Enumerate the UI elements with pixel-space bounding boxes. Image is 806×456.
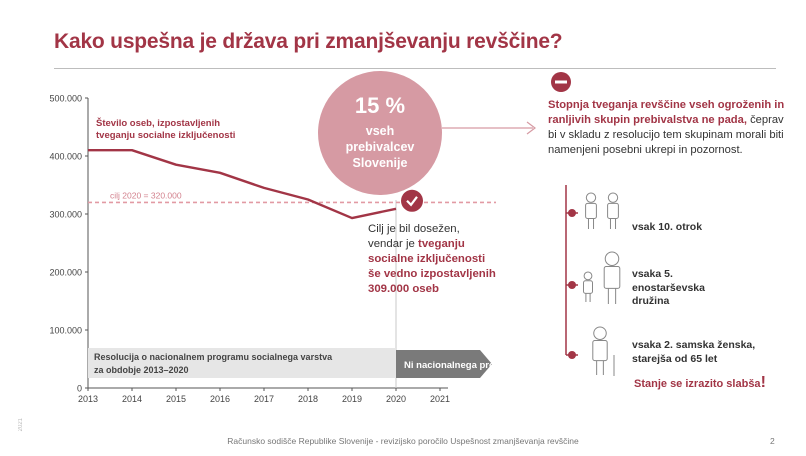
group-2-line-1: vsaka 2. samska ženska, (632, 339, 756, 351)
person-body (607, 202, 619, 219)
person-head (593, 326, 607, 340)
note-strong-1: tveganju (418, 238, 465, 250)
bubble-line: prebivalcev (346, 140, 415, 154)
no-programme-bar-label: Ni nacionalnega programa! (404, 360, 526, 371)
bubble-line: vseh (366, 124, 395, 138)
decorations (442, 72, 621, 376)
title-divider (54, 68, 776, 69)
y-tick-label: 300.000 (49, 210, 82, 220)
single-parent-icon-child (583, 271, 593, 302)
programme-bar-label-1: Resolucija o nacionalnem programu social… (94, 352, 333, 362)
group-1-line-3: družina (632, 295, 670, 307)
group-1-line-1: vsaka 5. (632, 268, 673, 280)
note-strong-3: še vedno izpostavljenih (368, 268, 496, 280)
share-bubble (318, 71, 442, 195)
bracket-dot (568, 281, 576, 289)
description-strong: Stopnja tveganja revščine vseh ogroženih… (548, 99, 785, 126)
person-body (583, 280, 593, 294)
group-label-single-parent: vsaka 5. enostarševska družina (632, 268, 705, 309)
worsening-text: Stanje se izrazito slabša (634, 378, 761, 390)
page-number: 2 (770, 436, 775, 446)
x-tick-label: 2014 (122, 394, 142, 404)
group-1-line-2: enostarševska (632, 281, 705, 294)
note-strong-4: 309.000 oseb (368, 283, 439, 295)
y-tick-label: 500.000 (49, 94, 82, 104)
bubble-value: 15 % (355, 93, 405, 118)
x-tick-label: 2020 (386, 394, 406, 404)
y-tick-label: 400.000 (49, 152, 82, 162)
series-label-1: Število oseb, izpostavljenih (96, 117, 220, 129)
note-line-1: Cilj je bil dosežen, (368, 223, 460, 235)
person-body (592, 339, 608, 362)
side-mark: 2021 (18, 418, 24, 432)
children-icon-child-1 (585, 192, 597, 229)
group-2-line-2: starejša od 65 let (632, 352, 718, 365)
person-head (583, 271, 593, 281)
x-tick-label: 2013 (78, 394, 98, 404)
group-label-elderly-woman: vsaka 2. samska ženska, starejša od 65 l… (632, 339, 755, 366)
y-tick-label: 200.000 (49, 268, 82, 278)
single-parent-icon-parent (603, 251, 621, 304)
x-tick-label: 2021 (430, 394, 450, 404)
note-line-2: vendar je (368, 238, 419, 250)
programme-bar (88, 348, 396, 378)
bracket-dot (568, 351, 576, 359)
series-label-2: tveganju socialne izključenosti (96, 130, 235, 141)
y-tick-label: 100.000 (49, 326, 82, 336)
group-0-line-1: vsak 10. otrok (632, 221, 703, 233)
person-body (603, 266, 621, 289)
children-icon-child-2 (607, 192, 619, 229)
exclamation-mark: ! (760, 374, 766, 391)
worsening-warning: Stanje se izrazito slabša! (634, 374, 766, 392)
minus-bar (555, 80, 567, 84)
person-head (607, 192, 619, 203)
arrow-head-icon (526, 121, 536, 135)
bubble-group: 15 % vseh prebivalcev Slovenije (318, 71, 442, 195)
footer: Računsko sodišče Republike Slovenije - r… (227, 436, 579, 446)
programme-bars: Resolucija o nacionalnem programu social… (88, 348, 526, 378)
target-note: Cilj je bil dosežen, vendar je tveganju … (368, 222, 518, 297)
x-tick-label: 2017 (254, 394, 274, 404)
person-body (585, 202, 597, 219)
page-title: Kako uspešna je država pri zmanjševanju … (54, 30, 563, 53)
bubble-line: Slovenije (353, 156, 408, 170)
description-rest: čeprav bi v skladu z resolucijo tem skup… (548, 114, 784, 156)
person-head (604, 251, 620, 267)
target-line-group: cilj 2020 = 320.000 (88, 190, 496, 204)
tick-labels: 0 100.000 200.000 300.000 400.000 500.000 2013… (49, 94, 450, 405)
y-tick-label: 0 (77, 384, 82, 394)
programme-bar-label-2: za obdobje 2013–2020 (94, 365, 189, 375)
check-icon (401, 189, 423, 212)
series-line (88, 148, 397, 220)
note-strong-2: socialne izključenosti (368, 253, 486, 265)
x-tick-label: 2015 (166, 394, 186, 404)
bracket-dot (568, 209, 576, 217)
description: Stopnja tveganja revščine vseh ogroženih… (548, 98, 788, 158)
group-label-children: vsak 10. otrok (632, 221, 702, 235)
elderly-woman-icon (592, 326, 608, 375)
target-label: cilj 2020 = 320.000 (110, 190, 182, 200)
check-mark (406, 196, 418, 207)
x-tick-label: 2019 (342, 394, 362, 404)
no-programme-bar (396, 350, 492, 378)
person-head (585, 192, 597, 203)
x-tick-label: 2018 (298, 394, 318, 404)
x-tick-label: 2016 (210, 394, 230, 404)
